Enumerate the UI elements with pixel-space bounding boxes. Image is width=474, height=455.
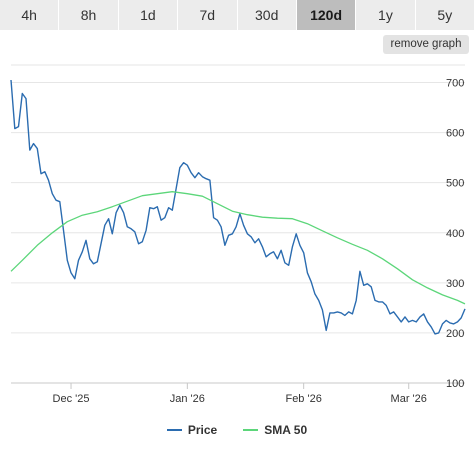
- tab-120d[interactable]: 120d: [296, 0, 357, 30]
- sma-line-swatch: [243, 429, 259, 431]
- tab-7d[interactable]: 7d: [178, 0, 238, 30]
- y-tick-label: 100: [446, 378, 464, 390]
- chart-legend: Price SMA 50: [0, 420, 474, 440]
- tab-1y[interactable]: 1y: [356, 0, 416, 30]
- x-tick-label: Jan '26: [170, 393, 205, 405]
- tab-8h[interactable]: 8h: [59, 0, 119, 30]
- legend-item-price[interactable]: Price: [166, 423, 218, 437]
- legend-label-price: Price: [187, 423, 218, 437]
- tab-4h[interactable]: 4h: [0, 0, 60, 30]
- legend-label-sma-50: SMA 50: [264, 423, 308, 437]
- y-tick-label: 400: [446, 228, 464, 240]
- x-tick-label: Feb '26: [285, 393, 321, 405]
- x-tick-label: Dec '25: [53, 393, 90, 405]
- legend-item-sma-50[interactable]: SMA 50: [243, 423, 307, 437]
- y-axis: 100 200 300 400 500 600 700: [446, 78, 464, 390]
- tab-5y[interactable]: 5y: [437, 7, 453, 23]
- grid-lines: [11, 64, 465, 384]
- y-tick-label: 200: [446, 328, 464, 340]
- price-line-swatch: [166, 429, 182, 431]
- sma-50-line: [10, 191, 466, 305]
- x-axis: Dec '25 Jan '26 Feb '26 Mar '26: [11, 382, 465, 405]
- series-lines: [10, 79, 466, 335]
- x-tick-label: Mar '26: [391, 393, 427, 405]
- y-tick-label: 600: [446, 128, 464, 140]
- timeframe-tabs: 4h 8h 1d 7d 30d 120d 1y 5y: [0, 0, 474, 30]
- price-line: [10, 79, 466, 335]
- remove-graph-button[interactable]: remove graph: [383, 35, 469, 54]
- tab-30d[interactable]: 30d: [238, 0, 297, 30]
- y-tick-label: 500: [446, 178, 464, 190]
- y-tick-label: 700: [446, 78, 464, 90]
- y-tick-label: 300: [446, 278, 464, 290]
- tab-1d[interactable]: 1d: [119, 0, 179, 30]
